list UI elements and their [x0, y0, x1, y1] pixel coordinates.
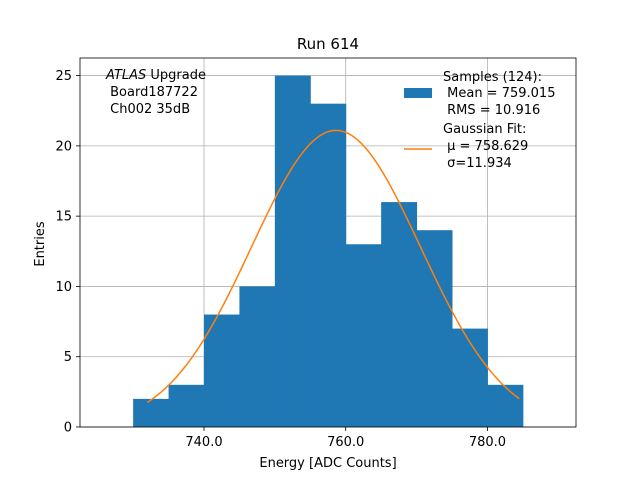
histogram-bar — [133, 398, 170, 427]
y-tick-label: 5 — [64, 350, 72, 365]
atlas-upgrade: Upgrade — [146, 68, 206, 83]
histogram-bar — [204, 314, 240, 427]
y-axis-label: Entries — [33, 221, 48, 267]
atlas-annotation: ATLAS Upgrade Board187722 Ch002 35dB — [105, 68, 206, 117]
histogram-bar — [274, 75, 311, 428]
axes-frame — [79, 57, 577, 428]
gaussian-fit-curve — [146, 129, 520, 404]
legend-samples-rms: RMS = 10.916 — [443, 103, 540, 118]
legend-fit-title: Gaussian Fit: — [443, 122, 526, 137]
ticks-layer: 740.0 760.0 780.0 0 5 10 15 20 25 — [55, 69, 506, 450]
atlas-italic: ATLAS — [105, 68, 146, 83]
fit-layer — [146, 129, 520, 404]
legend: Samples (124): Mean = 759.015 RMS = 10.9… — [404, 70, 555, 171]
histogram-bar — [310, 103, 347, 427]
histogram-bar — [381, 202, 418, 427]
atlas-board-line: Board187722 — [106, 85, 198, 100]
y-tick-label: 25 — [55, 69, 72, 84]
atlas-label-line: ATLAS Upgrade — [105, 68, 206, 83]
histogram-bar — [239, 286, 276, 427]
histogram-bar — [452, 328, 488, 427]
y-tick-label: 10 — [55, 280, 72, 295]
y-tick-label: 20 — [55, 139, 72, 154]
y-tick-label: 15 — [55, 210, 72, 225]
histogram-bar — [487, 384, 524, 427]
histogram-bar — [416, 230, 453, 427]
x-tick-label: 780.0 — [469, 435, 506, 450]
x-tick-label: 740.0 — [185, 435, 222, 450]
legend-samples-title: Samples (124): — [443, 70, 542, 85]
histogram-bars — [133, 75, 524, 428]
legend-samples-swatch — [404, 88, 432, 98]
axes-border — [79, 57, 577, 428]
legend-fit-mu: μ = 758.629 — [443, 139, 528, 154]
y-tick-label: 0 — [64, 421, 72, 436]
legend-fit-sigma: σ=11.934 — [443, 156, 512, 171]
atlas-channel-line: Ch002 35dB — [106, 102, 190, 117]
legend-samples-mean: Mean = 759.015 — [443, 86, 555, 101]
histogram-bar — [345, 244, 382, 427]
chart-title: Run 614 — [297, 35, 359, 53]
histogram-bar — [168, 384, 205, 427]
x-axis-label: Energy [ADC Counts] — [259, 456, 396, 471]
x-tick-label: 760.0 — [327, 435, 364, 450]
